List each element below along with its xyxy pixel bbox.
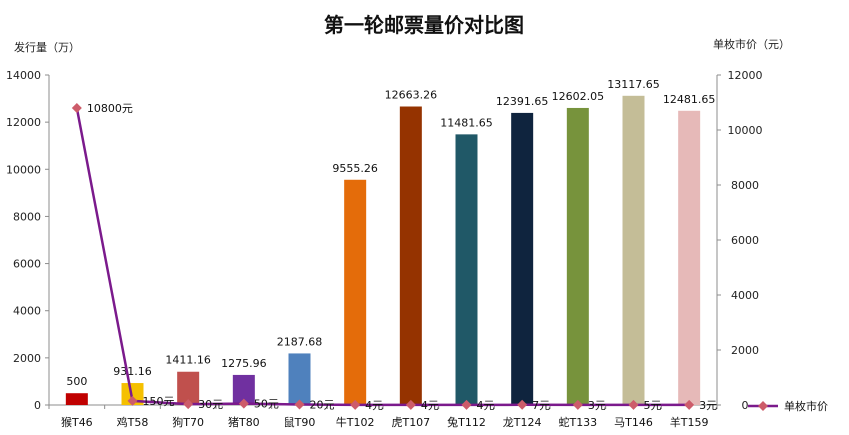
price-value-label: 5元	[644, 399, 662, 412]
y2-tick-label: 2000	[731, 344, 759, 357]
y-tick-label: 12000	[6, 116, 41, 129]
price-point	[183, 399, 194, 410]
bar	[121, 383, 144, 405]
legend-label: 单枚市价	[784, 399, 828, 413]
bar-value-label: 9555.26	[332, 162, 378, 175]
category-labels: 猴T46 鸡T58 狗T70 猪T80 鼠T90 牛T102 虎T107 兔T112 龙T124…	[61, 415, 709, 429]
category-label: 蛇T133	[558, 415, 597, 429]
category-label: 龙T124	[503, 416, 542, 429]
y-tick-label: 14000	[6, 69, 41, 82]
price-point	[350, 399, 361, 410]
price-line	[75, 107, 690, 407]
category-label: 鸡T58	[117, 415, 149, 429]
y2-tick-label: 4000	[731, 289, 759, 302]
legend-marker-swatch	[758, 401, 768, 411]
price-value-label: 4元	[365, 399, 383, 412]
y2-axis-title: 单枚市价（元）	[713, 37, 790, 51]
bar	[177, 371, 200, 405]
bar	[678, 110, 701, 406]
category-label: 兔T112	[447, 415, 486, 429]
bar-series	[65, 95, 701, 406]
legend: 单枚市价	[748, 399, 828, 413]
category-label: 鼠T90	[284, 415, 316, 429]
bar	[622, 95, 645, 405]
price-value-label: 3元	[699, 399, 717, 412]
bar	[65, 393, 88, 405]
price-point	[71, 103, 82, 113]
bar	[399, 106, 422, 405]
bar-value-label: 12663.26	[385, 89, 438, 102]
bar	[511, 112, 534, 406]
price-value-labels: 10800元 150元 30元 50元 20元 4元 4元 4元 7元 3元 5元 3元	[87, 102, 717, 412]
price-point	[572, 399, 583, 410]
bar-value-label: 11481.65	[440, 116, 493, 129]
bar-value-label: 1411.16	[165, 354, 211, 367]
bar-value-label: 12391.65	[496, 95, 549, 108]
price-value-label: 4元	[477, 399, 495, 412]
y-axis-title: 发行量（万）	[14, 40, 80, 54]
price-line-series	[71, 103, 695, 410]
price-value-label: 50元	[254, 398, 279, 411]
y-tick-label: 6000	[13, 258, 41, 271]
axes: 0 2000 4000 6000 8000 10000 12000 14000 0 2000 400…	[6, 69, 763, 412]
price-value-label: 30元	[198, 398, 223, 411]
y2-tick-label: 10000	[728, 124, 763, 137]
price-point	[517, 399, 528, 410]
price-value-label: 150元	[143, 395, 175, 408]
bar	[344, 179, 367, 405]
category-label: 虎T107	[391, 416, 430, 429]
bar-value-label: 931.16	[113, 365, 152, 378]
bar	[232, 374, 255, 405]
price-point	[294, 399, 305, 410]
y2-tick-label: 12000	[728, 69, 763, 82]
bar-value-label: 500	[66, 375, 87, 388]
price-point	[405, 399, 416, 410]
bar-value-label: 2187.68	[277, 335, 323, 348]
price-point	[461, 399, 472, 410]
y-tick-label: 0	[34, 399, 41, 412]
price-point	[238, 398, 249, 409]
y-tick-label: 2000	[13, 352, 41, 365]
bar-value-label: 12481.65	[663, 93, 716, 106]
price-value-label: 20元	[310, 398, 335, 411]
price-value-label: 7元	[532, 399, 550, 412]
category-label: 狗T70	[172, 416, 204, 429]
y2-tick-label: 8000	[731, 179, 759, 192]
bar-value-label: 1275.96	[221, 357, 267, 370]
price-point	[684, 399, 695, 410]
y-tick-label: 8000	[13, 210, 41, 223]
bar	[455, 134, 478, 405]
price-value-label: 4元	[421, 399, 439, 412]
y-tick-label: 10000	[6, 163, 41, 176]
category-label: 牛T102	[336, 415, 375, 429]
price-value-label: 3元	[588, 399, 606, 412]
category-label: 猪T80	[228, 416, 260, 429]
category-label: 羊T159	[670, 415, 709, 429]
chart-title: 第一轮邮票量价对比图	[324, 13, 524, 37]
y2-tick-label: 6000	[731, 234, 759, 247]
bar-value-labels: 500 931.16 1411.16 1275.96 2187.68 9555.26 126…	[66, 78, 715, 388]
y-tick-label: 4000	[13, 305, 41, 318]
bar	[288, 353, 311, 405]
price-point	[628, 399, 639, 410]
bar	[566, 107, 589, 406]
price-value-label: 10800元	[87, 102, 133, 115]
category-label: 猴T46	[61, 415, 93, 429]
y2-tick-label: 0	[742, 399, 749, 412]
bar-value-label: 12602.05	[552, 90, 605, 103]
price-point	[127, 395, 138, 406]
bar-value-label: 13117.65	[607, 78, 660, 91]
category-label: 马T146	[614, 416, 653, 429]
